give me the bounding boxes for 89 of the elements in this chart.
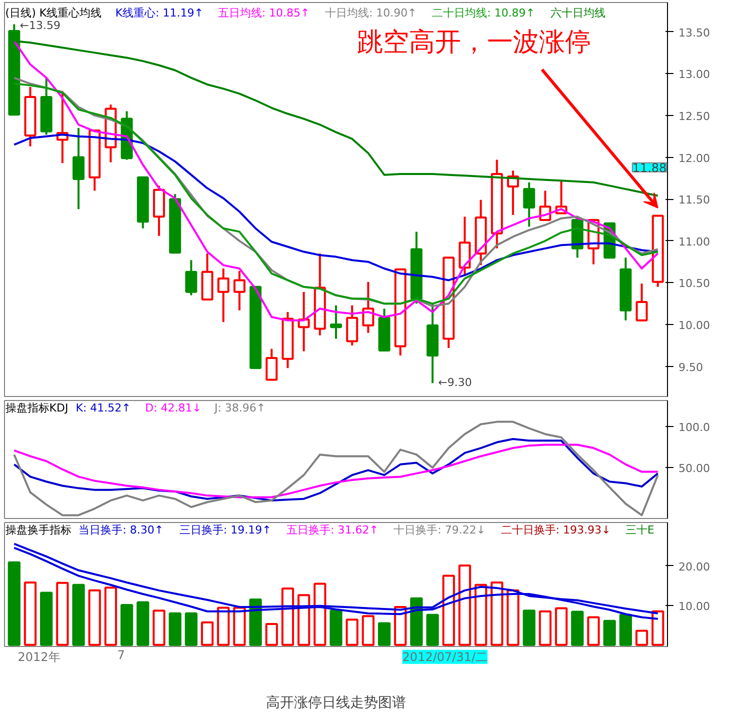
candlestick bbox=[217, 268, 230, 324]
bar bbox=[490, 582, 504, 646]
bar bbox=[474, 584, 488, 646]
y-tick-label: 50.00 bbox=[678, 462, 710, 476]
bar bbox=[298, 594, 310, 646]
candlestick bbox=[72, 126, 85, 210]
bar bbox=[378, 622, 391, 646]
bar bbox=[104, 586, 118, 646]
candlestick bbox=[330, 304, 342, 340]
bar bbox=[200, 621, 214, 646]
bar bbox=[152, 610, 166, 646]
annotation: 当日换手: 8.30↑ bbox=[78, 524, 164, 537]
chart-title: 操盘指标KDJ bbox=[5, 402, 68, 415]
bar bbox=[24, 582, 37, 646]
candlestick bbox=[266, 348, 278, 381]
text: K线重心: 11.19↑ bbox=[115, 6, 204, 20]
bar bbox=[619, 614, 632, 646]
bar bbox=[458, 564, 472, 646]
y-tick-label: 9.50 bbox=[678, 360, 703, 374]
bar bbox=[281, 587, 294, 646]
chart-title: (日线) K线重心均线 bbox=[5, 6, 102, 20]
text: 六十日均线 bbox=[550, 6, 606, 20]
bar bbox=[652, 610, 664, 646]
annotation: 三十E bbox=[625, 524, 654, 537]
y-tick-label: 13.50 bbox=[678, 26, 710, 40]
y-tick-label: 12.00 bbox=[678, 152, 710, 165]
bar bbox=[265, 622, 278, 646]
bar bbox=[538, 610, 552, 646]
candlestick bbox=[233, 270, 246, 312]
bar bbox=[587, 616, 600, 646]
candlestick bbox=[346, 304, 358, 346]
bar bbox=[522, 610, 536, 646]
text: J: 38.96↑ bbox=[213, 402, 266, 415]
bar bbox=[426, 614, 439, 646]
bar bbox=[442, 574, 455, 646]
text: 十日均线: 10.90↑ bbox=[324, 6, 417, 20]
y-tick-label: 20.00 bbox=[678, 560, 710, 574]
candlestick bbox=[523, 181, 536, 228]
y-tick-label: 12.50 bbox=[678, 110, 710, 123]
text: D: 42.81↓ bbox=[145, 402, 202, 415]
bar bbox=[184, 612, 198, 646]
text: 2012/07/31/二 bbox=[402, 650, 488, 664]
y-tick-label: 11.00 bbox=[678, 235, 710, 248]
y-tick-label: 13.00 bbox=[678, 68, 710, 82]
bar bbox=[88, 589, 101, 646]
bar bbox=[314, 582, 326, 646]
y-tick-label: 10.50 bbox=[678, 277, 710, 290]
bar bbox=[554, 607, 568, 646]
bar bbox=[72, 584, 85, 646]
chart-title: 操盘换手指标 bbox=[5, 524, 72, 537]
annotation: ←9.30 bbox=[438, 376, 472, 390]
bar bbox=[330, 610, 342, 646]
bar bbox=[410, 597, 423, 646]
annotation: 十日换手: 79.22↓ bbox=[394, 524, 486, 537]
bar bbox=[8, 561, 20, 646]
y-tick-label: 100.0 bbox=[678, 421, 710, 434]
annotation: 五日换手: 31.62↑ bbox=[286, 524, 378, 537]
text: 五日均线: 10.85↑ bbox=[218, 6, 310, 20]
candlestick bbox=[185, 259, 198, 296]
line-series bbox=[13, 420, 659, 516]
annotation: 跳空高开，一波涨停 bbox=[357, 28, 592, 58]
bar bbox=[603, 620, 616, 646]
bar bbox=[362, 615, 374, 646]
bar bbox=[571, 610, 584, 646]
text: 7 bbox=[117, 648, 125, 662]
bar bbox=[168, 612, 182, 646]
y-tick-label: 10.00 bbox=[678, 319, 710, 332]
bar bbox=[136, 601, 150, 646]
bar bbox=[120, 604, 134, 646]
annotation: ←13.59 bbox=[20, 19, 61, 32]
y-tick-label: 10.00 bbox=[678, 600, 710, 613]
y-tick-label: 11.50 bbox=[678, 194, 710, 207]
bar bbox=[40, 592, 53, 646]
bar bbox=[346, 618, 358, 646]
annotation: 11.88 bbox=[632, 160, 667, 175]
candlestick bbox=[362, 280, 374, 334]
text: K: 41.52↑ bbox=[76, 402, 131, 415]
candlestick bbox=[636, 282, 648, 322]
bar bbox=[249, 598, 262, 646]
bar bbox=[56, 582, 69, 646]
text: 高开涨停日线走势图谱 bbox=[266, 695, 406, 712]
text: 二十日均线: 10.89↑ bbox=[432, 6, 536, 20]
annotation: 三日换手: 19.19↑ bbox=[179, 524, 272, 537]
bar bbox=[217, 606, 230, 646]
bar bbox=[635, 630, 648, 646]
bar bbox=[233, 606, 246, 646]
annotation: 二十日换手: 193.93↓ bbox=[500, 524, 611, 537]
bar bbox=[506, 589, 520, 646]
text: 2012年 bbox=[18, 650, 60, 664]
